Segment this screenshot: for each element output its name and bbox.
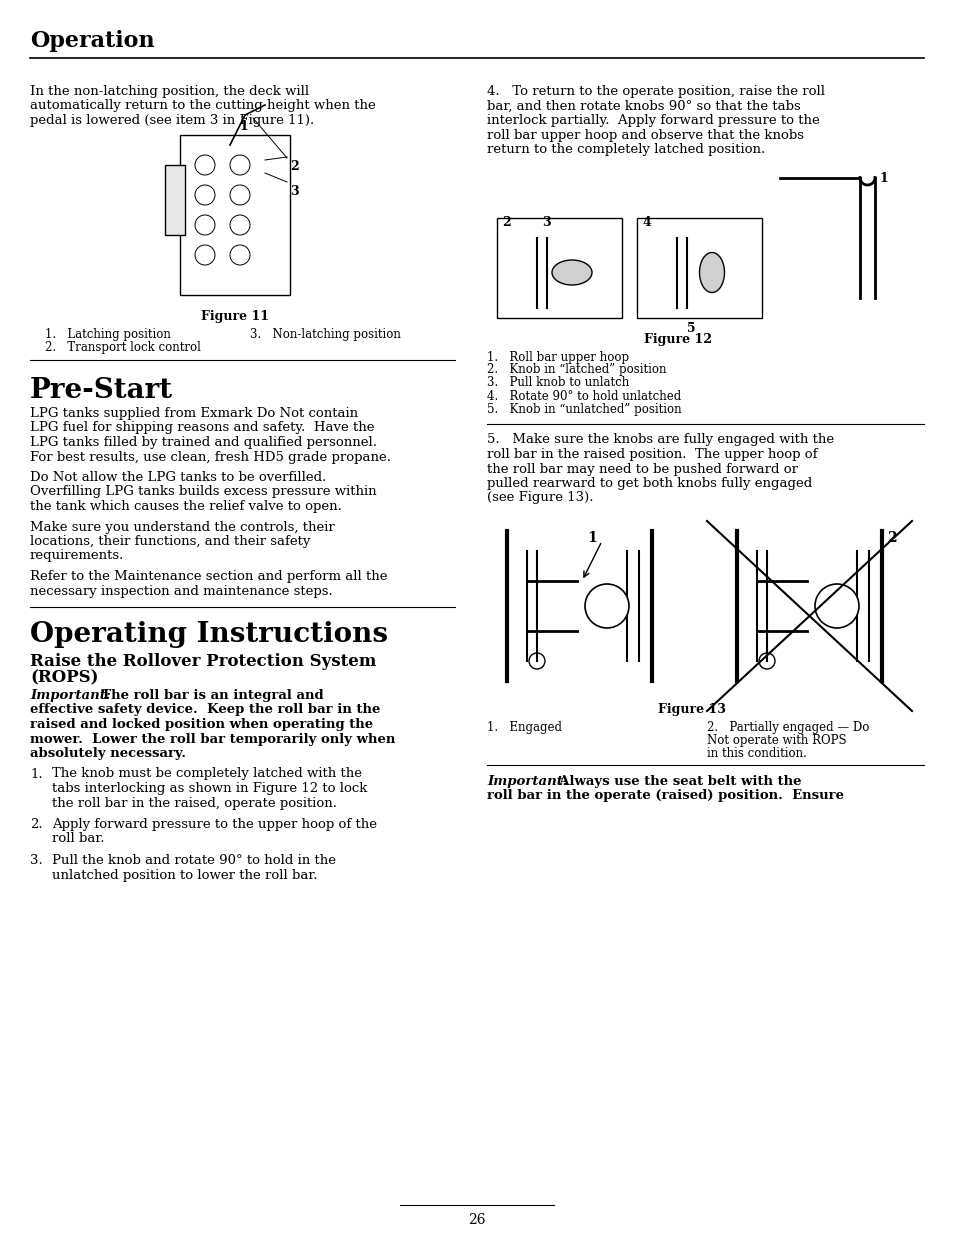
Text: tabs interlocking as shown in Figure 12 to lock: tabs interlocking as shown in Figure 12 …	[52, 782, 367, 795]
Text: Pre-Start: Pre-Start	[30, 377, 172, 404]
Text: 4.   Rotate 90° to hold unlatched: 4. Rotate 90° to hold unlatched	[486, 389, 680, 403]
Text: 5: 5	[686, 322, 695, 336]
Text: 1: 1	[240, 120, 249, 133]
Text: pedal is lowered (see item 3 in Figure 11).: pedal is lowered (see item 3 in Figure 1…	[30, 114, 314, 127]
Bar	[165, 165, 185, 235]
Text: bar, and then rotate knobs 90° so that the tabs: bar, and then rotate knobs 90° so that t…	[486, 100, 800, 112]
Text: 26: 26	[468, 1213, 485, 1228]
Text: LPG tanks supplied from Exmark Do Not contain: LPG tanks supplied from Exmark Do Not co…	[30, 408, 357, 420]
Text: Important:: Important:	[30, 689, 111, 701]
Text: Figure 13: Figure 13	[658, 703, 725, 716]
Text: 2.: 2.	[30, 818, 43, 831]
Text: 2: 2	[501, 215, 510, 228]
Text: automatically return to the cutting height when the: automatically return to the cutting heig…	[30, 100, 375, 112]
Text: return to the completely latched position.: return to the completely latched positio…	[486, 143, 764, 156]
Text: requirements.: requirements.	[30, 550, 124, 562]
Text: 2: 2	[886, 531, 896, 545]
Text: 3.   Pull knob to unlatch: 3. Pull knob to unlatch	[486, 377, 629, 389]
Text: 3: 3	[290, 185, 298, 198]
Text: 1.   Latching position: 1. Latching position	[45, 329, 171, 341]
Ellipse shape	[699, 252, 723, 293]
Text: roll bar.: roll bar.	[52, 832, 105, 846]
Text: Always use the seat belt with the: Always use the seat belt with the	[550, 776, 801, 788]
Text: Do Not allow the LPG tanks to be overfilled.: Do Not allow the LPG tanks to be overfil…	[30, 471, 326, 484]
Circle shape	[814, 584, 858, 629]
Text: The knob must be completely latched with the: The knob must be completely latched with…	[52, 767, 361, 781]
Text: Operation: Operation	[30, 30, 154, 52]
Text: 3.: 3.	[30, 853, 43, 867]
Text: 2.   Knob in “latched” position: 2. Knob in “latched” position	[486, 363, 666, 377]
Text: in this condition.: in this condition.	[706, 747, 806, 760]
Bar	[180, 135, 290, 295]
Text: 3: 3	[541, 215, 550, 228]
Text: pulled rearward to get both knobs fully engaged: pulled rearward to get both knobs fully …	[486, 477, 811, 490]
Text: the roll bar may need to be pushed forward or: the roll bar may need to be pushed forwa…	[486, 462, 797, 475]
Text: unlatched position to lower the roll bar.: unlatched position to lower the roll bar…	[52, 868, 317, 882]
Text: the tank which causes the relief valve to open.: the tank which causes the relief valve t…	[30, 500, 341, 513]
Text: 2.   Transport lock control: 2. Transport lock control	[45, 341, 201, 354]
Text: roll bar in the raised position.  The upper hoop of: roll bar in the raised position. The upp…	[486, 448, 817, 461]
Text: mower.  Lower the roll bar temporarily only when: mower. Lower the roll bar temporarily on…	[30, 732, 395, 746]
Text: The roll bar is an integral and: The roll bar is an integral and	[91, 689, 323, 701]
Text: roll bar upper hoop and observe that the knobs: roll bar upper hoop and observe that the…	[486, 128, 803, 142]
Text: absolutely necessary.: absolutely necessary.	[30, 747, 186, 760]
Text: 1: 1	[879, 173, 888, 185]
Ellipse shape	[552, 261, 592, 285]
Text: 2: 2	[290, 161, 298, 173]
Text: Apply forward pressure to the upper hoop of the: Apply forward pressure to the upper hoop…	[52, 818, 376, 831]
Text: 1.   Engaged: 1. Engaged	[486, 721, 561, 734]
Text: (see Figure 13).: (see Figure 13).	[486, 492, 593, 505]
Text: 4.   To return to the operate position, raise the roll: 4. To return to the operate position, ra…	[486, 85, 824, 98]
Text: Pull the knob and rotate 90° to hold in the: Pull the knob and rotate 90° to hold in …	[52, 853, 335, 867]
Text: Figure 12: Figure 12	[643, 332, 711, 346]
Text: 4: 4	[641, 215, 650, 228]
Text: For best results, use clean, fresh HD5 grade propane.: For best results, use clean, fresh HD5 g…	[30, 451, 391, 463]
Text: Figure 11: Figure 11	[201, 310, 269, 324]
Text: Raise the Rollover Protection System: Raise the Rollover Protection System	[30, 653, 376, 671]
Text: 3.   Non-latching position: 3. Non-latching position	[250, 329, 400, 341]
Text: 1.: 1.	[30, 767, 43, 781]
Text: Make sure you understand the controls, their: Make sure you understand the controls, t…	[30, 520, 335, 534]
Text: 1.   Roll bar upper hoop: 1. Roll bar upper hoop	[486, 351, 628, 363]
Bar	[497, 217, 621, 317]
Text: LPG tanks filled by trained and qualified personnel.: LPG tanks filled by trained and qualifie…	[30, 436, 376, 450]
Bar	[637, 217, 761, 317]
Text: Important:: Important:	[486, 776, 567, 788]
Text: locations, their functions, and their safety: locations, their functions, and their sa…	[30, 535, 310, 548]
Text: Operating Instructions: Operating Instructions	[30, 621, 388, 648]
Text: necessary inspection and maintenance steps.: necessary inspection and maintenance ste…	[30, 584, 333, 598]
Text: the roll bar in the raised, operate position.: the roll bar in the raised, operate posi…	[52, 797, 336, 809]
Text: interlock partially.  Apply forward pressure to the: interlock partially. Apply forward press…	[486, 114, 819, 127]
Text: 1: 1	[586, 531, 597, 545]
Circle shape	[584, 584, 628, 629]
Text: LPG fuel for shipping reasons and safety.  Have the: LPG fuel for shipping reasons and safety…	[30, 421, 375, 435]
Text: effective safety device.  Keep the roll bar in the: effective safety device. Keep the roll b…	[30, 704, 380, 716]
Text: In the non-latching position, the deck will: In the non-latching position, the deck w…	[30, 85, 309, 98]
Text: roll bar in the operate (raised) position.  Ensure: roll bar in the operate (raised) positio…	[486, 789, 843, 803]
Text: Overfilling LPG tanks builds excess pressure within: Overfilling LPG tanks builds excess pres…	[30, 485, 376, 499]
Text: (ROPS): (ROPS)	[30, 669, 98, 685]
Text: 5.   Make sure the knobs are fully engaged with the: 5. Make sure the knobs are fully engaged…	[486, 433, 833, 447]
Text: 5.   Knob in “unlatched” position: 5. Knob in “unlatched” position	[486, 403, 680, 415]
Text: Not operate with ROPS: Not operate with ROPS	[706, 734, 845, 747]
Text: 2.   Partially engaged — Do: 2. Partially engaged — Do	[706, 721, 868, 734]
Text: Refer to the Maintenance section and perform all the: Refer to the Maintenance section and per…	[30, 571, 387, 583]
Text: raised and locked position when operating the: raised and locked position when operatin…	[30, 718, 373, 731]
